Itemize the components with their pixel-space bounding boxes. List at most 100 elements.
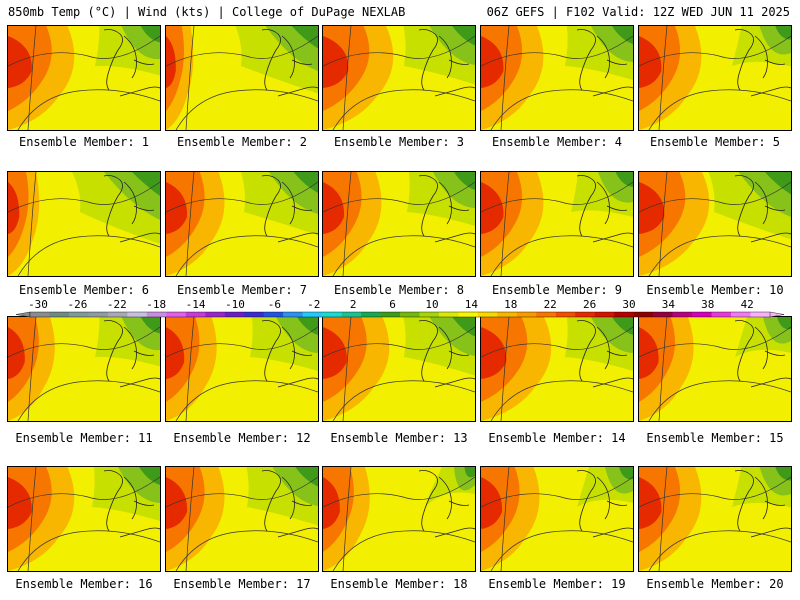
colorbar-swatch (653, 312, 673, 317)
colorbar-swatch (283, 312, 303, 317)
ensemble-panel (638, 316, 792, 422)
colorbar-tick-label: 2 (350, 299, 357, 311)
colorbar-swatch (711, 312, 732, 317)
colorbar-swatch (205, 312, 226, 317)
colorbar-swatch (224, 312, 245, 317)
colorbar-swatch (614, 312, 634, 317)
colorbar-swatch (380, 312, 401, 317)
colorbar-tick-label: 22 (544, 299, 557, 311)
colorbar-swatch (458, 312, 479, 317)
ensemble-panel (480, 25, 634, 131)
ensemble-member-label: Ensemble Member: 3 (333, 135, 465, 149)
colorbar-tick-label: 10 (425, 299, 438, 311)
ensemble-panel (7, 171, 161, 277)
colorbar-swatch (107, 312, 128, 317)
colorbar-tick-label: -6 (268, 299, 281, 311)
valid-time-label: 06Z GEFS | F102 Valid: 12Z WED JUN 11 20… (486, 5, 790, 19)
ensemble-panel (165, 466, 319, 572)
colorbar-tick-label: -18 (146, 299, 166, 311)
ensemble-panel (480, 171, 634, 277)
ensemble-panel (638, 466, 792, 572)
ensemble-panel (7, 316, 161, 422)
ensemble-member-label: Ensemble Member: 7 (176, 283, 308, 297)
colorbar-tick-label: -2 (307, 299, 320, 311)
ensemble-panel (480, 316, 634, 422)
ensemble-member-label: Ensemble Member: 9 (491, 283, 623, 297)
ensemble-panel (322, 171, 476, 277)
colorbar-swatch (166, 312, 187, 317)
map-title: 850mb Temp (°C) | Wind (kts) | College o… (8, 5, 406, 19)
colorbar-swatch (516, 312, 537, 317)
colorbar-tick-label: 34 (662, 299, 676, 311)
ensemble-member-label: Ensemble Member: 11 (15, 431, 153, 445)
ensemble-member-label: Ensemble Member: 4 (491, 135, 623, 149)
ensemble-member-label: Ensemble Member: 13 (330, 431, 468, 445)
colorbar-swatch (185, 312, 206, 317)
colorbar-tick-label: -10 (225, 299, 245, 311)
colorbar-swatch (731, 312, 751, 317)
colorbar-tick-label: -22 (107, 299, 127, 311)
ensemble-member-label: Ensemble Member: 8 (333, 283, 465, 297)
ensemble-member-label: Ensemble Member: 2 (176, 135, 308, 149)
ensemble-member-label: Ensemble Member: 17 (173, 577, 311, 591)
ensemble-panel (638, 25, 792, 131)
ensemble-panel (322, 316, 476, 422)
colorbar-swatch (750, 312, 771, 317)
colorbar-swatch (575, 312, 596, 317)
ensemble-panel (322, 25, 476, 131)
colorbar-tick-label: -14 (186, 299, 206, 311)
colorbar-tick-label: 14 (465, 299, 479, 311)
ensemble-member-label: Ensemble Member: 10 (646, 283, 784, 297)
ensemble-panel (480, 466, 634, 572)
colorbar-swatch (30, 312, 50, 317)
ensemble-panel (7, 25, 161, 131)
ensemble-panel (322, 466, 476, 572)
colorbar-swatch (263, 312, 284, 317)
colorbar-swatch (594, 312, 615, 317)
colorbar-tick-label: 42 (741, 299, 754, 311)
colorbar-tick-label: 26 (583, 299, 596, 311)
ensemble-member-label: Ensemble Member: 20 (646, 577, 784, 591)
colorbar-tick-label: 30 (622, 299, 635, 311)
ensemble-member-label: Ensemble Member: 19 (488, 577, 626, 591)
colorbar-swatch (146, 312, 167, 317)
temperature-colorbar: -30 -26 -22 -18 -14 -10 -6 -2 2 6 10 14 18 22 26 30 34 38… (15, 299, 785, 318)
colorbar-swatch (127, 312, 148, 317)
ensemble-member-label: Ensemble Member: 12 (173, 431, 311, 445)
ensemble-panel (165, 171, 319, 277)
colorbar-swatch (672, 312, 693, 317)
colorbar-swatch (438, 312, 459, 317)
ensemble-member-label: Ensemble Member: 6 (18, 283, 150, 297)
ensemble-member-label: Ensemble Member: 5 (649, 135, 781, 149)
colorbar-tick-label: -26 (67, 299, 87, 311)
colorbar-swatch (361, 312, 381, 317)
ensemble-member-label: Ensemble Member: 18 (330, 577, 468, 591)
ensemble-member-label: Ensemble Member: 14 (488, 431, 626, 445)
colorbar-swatch (536, 312, 557, 317)
colorbar-tick-label: 18 (504, 299, 517, 311)
colorbar-swatch (400, 312, 420, 317)
ensemble-panel (638, 171, 792, 277)
colorbar-tick-label: 6 (389, 299, 396, 311)
colorbar-swatch (419, 312, 440, 317)
colorbar-swatch (555, 312, 576, 317)
colorbar-tick-label: -30 (28, 299, 48, 311)
colorbar-swatch (692, 312, 712, 317)
ensemble-member-label: Ensemble Member: 1 (18, 135, 150, 149)
colorbar-swatch (322, 312, 342, 317)
colorbar-swatch (49, 312, 70, 317)
colorbar-swatch (497, 312, 518, 317)
colorbar-swatch (633, 312, 654, 317)
colorbar-swatch (302, 312, 323, 317)
colorbar-tick-label: 38 (701, 299, 714, 311)
colorbar-swatch (244, 312, 264, 317)
ensemble-panel (165, 316, 319, 422)
colorbar-swatch (68, 312, 89, 317)
ensemble-member-label: Ensemble Member: 15 (646, 431, 784, 445)
ensemble-member-label: Ensemble Member: 16 (15, 577, 153, 591)
colorbar-swatch (341, 312, 362, 317)
colorbar-swatch (477, 312, 498, 317)
ensemble-panel (7, 466, 161, 572)
ensemble-panel (165, 25, 319, 131)
colorbar-swatch (88, 312, 109, 317)
